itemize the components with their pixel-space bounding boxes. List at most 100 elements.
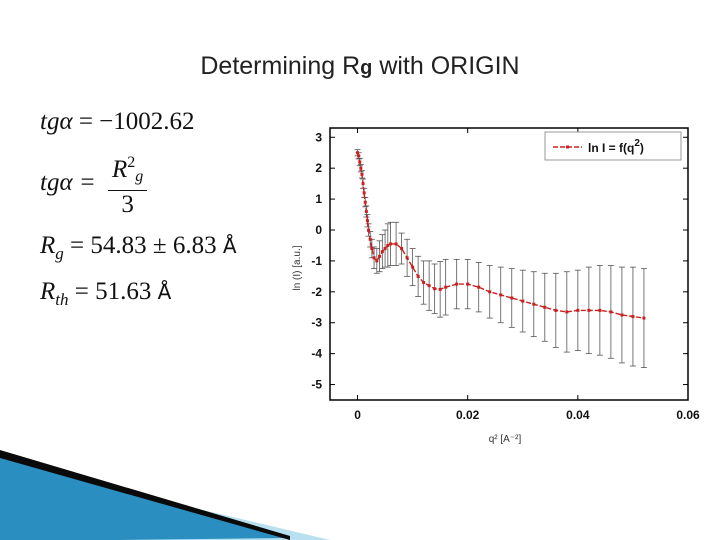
series-line xyxy=(356,152,645,319)
y-tick-label: -2 xyxy=(311,285,322,299)
eq2-num-var: R xyxy=(111,156,128,183)
data-point xyxy=(400,247,404,251)
x-axis-ticks: 0 0.02 0.04 0.06 xyxy=(354,128,700,422)
y-axis-label: ln (I) [a.u.] xyxy=(292,245,303,290)
data-point xyxy=(372,256,376,260)
data-point xyxy=(368,237,372,241)
data-point xyxy=(631,315,635,319)
legend-label: ln I = f(q xyxy=(588,141,634,155)
eq2-denominator: 3 xyxy=(121,191,134,218)
y-tick-label: 1 xyxy=(315,192,322,206)
data-point xyxy=(359,166,363,170)
y-tick-label: 3 xyxy=(315,130,322,144)
data-point xyxy=(444,285,448,289)
data-point xyxy=(455,282,459,286)
data-point xyxy=(394,242,398,246)
data-point xyxy=(521,299,525,303)
y-axis-ticks: 3 2 1 0 -1 -2 -3 -4 -5 xyxy=(311,130,688,392)
data-point xyxy=(620,313,624,317)
data-point xyxy=(363,200,367,204)
data-point xyxy=(370,247,374,251)
legend-sup: 2 xyxy=(634,138,640,149)
eq2-num-sub: g xyxy=(135,168,144,185)
x-axis-label: q² [A⁻²] xyxy=(489,434,522,445)
data-point xyxy=(587,308,591,312)
data-point xyxy=(378,254,382,258)
eq3-unit: Å xyxy=(222,234,237,258)
data-point xyxy=(411,265,415,269)
data-point xyxy=(642,316,646,320)
equation-rg: Rg = 54.83 ± 6.83 Å xyxy=(40,232,237,264)
corner-decoration xyxy=(0,450,330,540)
data-point xyxy=(362,191,366,195)
data-point xyxy=(364,209,368,213)
data-point xyxy=(422,281,426,285)
data-point xyxy=(386,243,390,247)
eq4-unit: Å xyxy=(157,280,172,304)
slide-title: Determining Rg with ORIGIN xyxy=(0,52,720,81)
data-points xyxy=(356,151,646,320)
x-tick-label: 0 xyxy=(354,408,361,422)
legend-text: ln I = f(q2) xyxy=(588,138,644,155)
data-point xyxy=(360,172,364,176)
equation-rth: Rth = 51.63 Å xyxy=(40,278,171,310)
data-point xyxy=(488,290,492,294)
y-tick-label: -5 xyxy=(311,378,322,392)
eq4-sub: th xyxy=(55,290,69,309)
data-point xyxy=(358,160,362,164)
equation-tangent-value: tgα = −1002.62 xyxy=(40,108,195,136)
data-point xyxy=(565,310,569,314)
eq4-var: R xyxy=(40,278,56,305)
y-tick-label: 0 xyxy=(315,223,322,237)
data-point xyxy=(466,282,470,286)
title-main: Determining R xyxy=(200,52,361,80)
title-rest: with ORIGIN xyxy=(372,52,520,80)
data-point xyxy=(598,308,602,312)
plot-frame xyxy=(329,127,689,401)
x-tick-label: 0.02 xyxy=(456,408,480,422)
data-point xyxy=(361,182,365,186)
data-point xyxy=(375,259,379,263)
data-point xyxy=(416,274,420,278)
legend: ln I = f(q2) xyxy=(544,131,682,161)
data-point xyxy=(438,287,442,291)
y-tick-label: 2 xyxy=(315,161,322,175)
guinier-plot: 0 0.02 0.04 0.06 3 2 1 0 -1 -2 -3 -4 -5 q² [A⁻²] ln… xyxy=(292,127,700,445)
eq2-num-sup: 2 xyxy=(127,154,136,171)
y-tick-label: -4 xyxy=(311,347,322,361)
eq2-fraction: R2g 3 xyxy=(107,150,148,219)
eq4-rhs: = 51.63 xyxy=(74,278,152,305)
title-subscript: g xyxy=(360,57,373,79)
x-tick-label: 0.06 xyxy=(676,408,700,422)
data-point xyxy=(510,296,514,300)
eq2-numerator: R2g xyxy=(107,150,148,191)
data-point xyxy=(477,285,481,289)
data-point xyxy=(367,228,371,232)
data-point xyxy=(380,250,384,254)
legend-marker xyxy=(566,145,569,149)
legend-close: ) xyxy=(640,141,644,155)
data-point xyxy=(609,310,613,314)
eq1-lhs: tgα xyxy=(40,108,73,135)
data-point xyxy=(499,293,503,297)
data-point xyxy=(405,256,409,260)
eq3-sub: g xyxy=(55,244,64,263)
data-point xyxy=(543,305,547,309)
data-point xyxy=(383,247,387,251)
eq3-rhs: = 54.83 ± 6.83 xyxy=(70,232,217,259)
data-point xyxy=(576,308,580,312)
data-point xyxy=(356,151,360,155)
data-point xyxy=(532,302,536,306)
data-point xyxy=(554,308,558,312)
eq2-lhs: tgα = xyxy=(40,169,96,197)
data-point xyxy=(389,242,393,246)
eq3-var: R xyxy=(40,232,56,259)
x-tick-label: 0.04 xyxy=(566,408,590,422)
data-point xyxy=(427,284,431,288)
data-point xyxy=(433,287,437,291)
y-tick-label: -1 xyxy=(311,254,322,268)
equation-tangent-formula: tgα = R2g 3 xyxy=(40,150,148,219)
data-point xyxy=(357,154,361,158)
eq1-rhs: = −1002.62 xyxy=(78,108,195,135)
deco-dark-band xyxy=(0,450,290,540)
